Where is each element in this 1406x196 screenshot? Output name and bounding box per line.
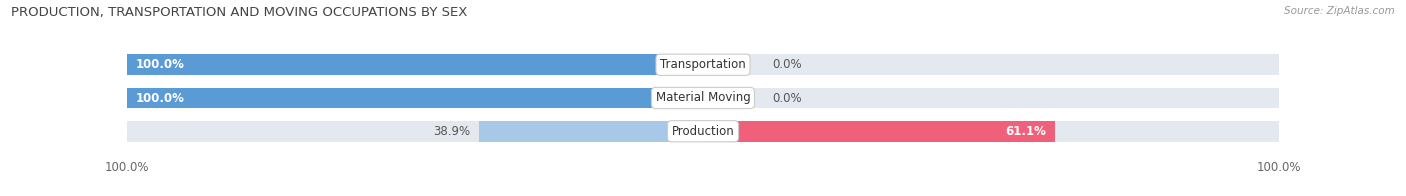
Text: 61.1%: 61.1% (1005, 125, 1046, 138)
Text: 100.0%: 100.0% (136, 58, 184, 71)
Text: 38.9%: 38.9% (433, 125, 471, 138)
Text: 0.0%: 0.0% (772, 92, 801, 104)
Bar (127, 88, 1279, 108)
Text: Production: Production (672, 125, 734, 138)
Text: Transportation: Transportation (661, 58, 745, 71)
Text: 100.0%: 100.0% (136, 92, 184, 104)
Bar (127, 54, 1279, 75)
Bar (127, 121, 1279, 142)
Bar (479, 121, 703, 142)
Bar (703, 121, 1054, 142)
Bar (127, 88, 703, 108)
Bar (127, 54, 703, 75)
Text: Source: ZipAtlas.com: Source: ZipAtlas.com (1284, 6, 1395, 16)
Text: Material Moving: Material Moving (655, 92, 751, 104)
Text: 0.0%: 0.0% (772, 58, 801, 71)
Text: PRODUCTION, TRANSPORTATION AND MOVING OCCUPATIONS BY SEX: PRODUCTION, TRANSPORTATION AND MOVING OC… (11, 6, 468, 19)
